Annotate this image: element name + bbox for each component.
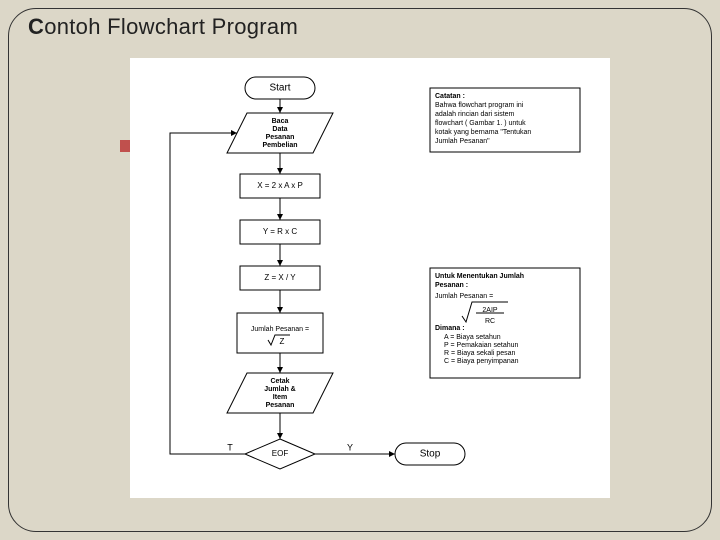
- svg-text:Z = X / Y: Z = X / Y: [264, 273, 296, 282]
- svg-text:Catatan :: Catatan :: [435, 93, 465, 100]
- svg-text:Jumlah Pesanan": Jumlah Pesanan": [435, 138, 490, 145]
- svg-text:Pembelian: Pembelian: [262, 142, 297, 149]
- svg-text:A = Biaya setahun: A = Biaya setahun: [444, 334, 501, 341]
- svg-text:Y = R x C: Y = R x C: [263, 227, 298, 236]
- svg-text:Jumlah Pesanan =: Jumlah Pesanan =: [435, 293, 493, 300]
- svg-text:Pesanan: Pesanan: [266, 134, 295, 141]
- slide-title: Contoh Flowchart Program: [28, 14, 298, 40]
- red-accent: [120, 140, 130, 152]
- svg-text:Stop: Stop: [420, 449, 441, 460]
- svg-text:Cetak: Cetak: [270, 378, 289, 385]
- node-eof: EOF: [245, 439, 315, 469]
- svg-text:EOF: EOF: [272, 449, 289, 458]
- svg-text:R = Biaya sekali pesan: R = Biaya sekali pesan: [444, 350, 516, 357]
- node-stop: Stop: [395, 443, 465, 465]
- node-start: Start: [245, 77, 315, 99]
- svg-text:Bahwa flowchart program ini: Bahwa flowchart program ini: [435, 102, 524, 109]
- svg-text:Pesanan :: Pesanan :: [435, 282, 468, 289]
- note-box-0: Catatan : Bahwa flowchart program ini adal…: [430, 88, 580, 152]
- flowchart-diagram: StartBacaDataPesananPembelianX = 2 x A x…: [130, 58, 610, 498]
- svg-text:Dimana :: Dimana :: [435, 325, 465, 332]
- svg-text:Item: Item: [273, 394, 287, 401]
- svg-text:adalah rincian dari sistem: adalah rincian dari sistem: [435, 111, 515, 118]
- svg-text:Y: Y: [347, 442, 353, 452]
- node-ycalc: Y = R x C: [240, 220, 320, 244]
- node-jumlah: Jumlah Pesanan = Z: [237, 313, 323, 353]
- svg-text:kotak yang bernama "Tentukan: kotak yang bernama "Tentukan: [435, 129, 531, 136]
- node-zcalc: Z = X / Y: [240, 266, 320, 290]
- svg-text:Data: Data: [272, 126, 287, 133]
- svg-text:flowchart ( Gambar 1. ) untu: flowchart ( Gambar 1. ) untuk: [435, 120, 526, 127]
- svg-text:P = Pemakaian setahun: P = Pemakaian setahun: [444, 342, 519, 349]
- svg-text:X = 2 x A x P: X = 2 x A x P: [257, 181, 303, 190]
- flowchart-svg: StartBacaDataPesananPembelianX = 2 x A x…: [130, 58, 610, 498]
- svg-text:Jumlah Pesanan =: Jumlah Pesanan =: [251, 326, 309, 333]
- svg-text:Start: Start: [269, 83, 290, 94]
- title-first-letter: C: [28, 14, 44, 39]
- svg-text:Z: Z: [280, 337, 285, 346]
- node-cetak: CetakJumlah &ItemPesanan: [227, 373, 333, 413]
- svg-text:Baca: Baca: [272, 118, 289, 125]
- svg-text:Jumlah &: Jumlah &: [264, 386, 296, 393]
- title-rest: ontoh Flowchart Program: [44, 14, 298, 39]
- node-xcalc: X = 2 x A x P: [240, 174, 320, 198]
- svg-text:Untuk Menentukan Jumlah: Untuk Menentukan Jumlah: [435, 273, 524, 280]
- svg-text:Pesanan: Pesanan: [266, 402, 295, 409]
- svg-text:T: T: [227, 442, 233, 452]
- node-baca: BacaDataPesananPembelian: [227, 113, 333, 153]
- note-box-1: Untuk Menentukan Jumlah Pesanan : Jumlah P…: [430, 268, 580, 378]
- svg-text:C = Biaya penyimpanan: C = Biaya penyimpanan: [444, 358, 519, 365]
- svg-text:RC: RC: [485, 318, 495, 325]
